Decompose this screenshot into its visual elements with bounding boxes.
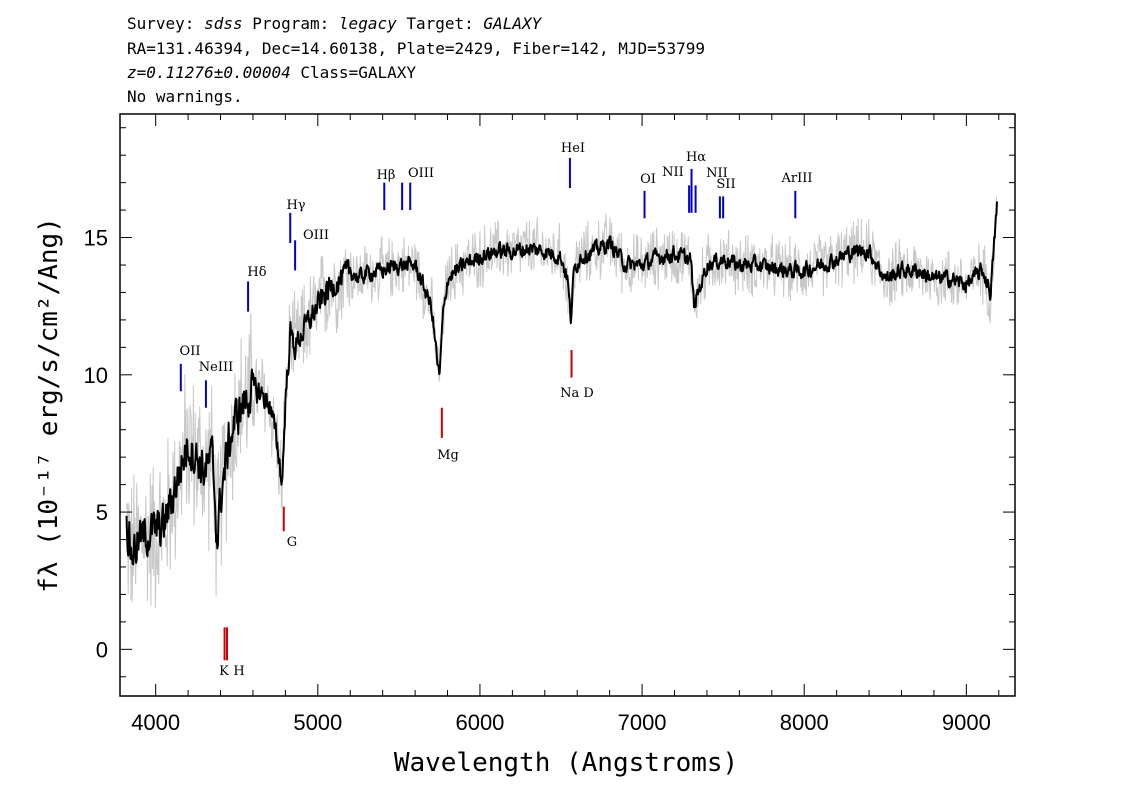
spectral-line-label: G — [287, 535, 297, 550]
y-tick-label: 15 — [84, 226, 108, 251]
spectral-line-label: OI — [640, 172, 656, 187]
plot-frame — [119, 113, 1016, 697]
y-axis-label-group: fλ (10⁻¹⁷ erg/s/cm²/Ang) — [34, 217, 64, 593]
spectral-line-label: Na D — [560, 386, 594, 401]
x-tick-label: 5000 — [293, 710, 342, 735]
spectral-line-label: ArIII — [780, 171, 812, 186]
spectral-line-label: OII — [180, 344, 201, 359]
spectral-line-label: NII — [706, 166, 728, 181]
header-segment: z=0.11276±0.00004 — [127, 63, 291, 82]
spectral-line-label: Hδ — [247, 265, 266, 280]
spectral-line-label: OIII — [303, 228, 329, 243]
spectral-line-label: NeIII — [199, 360, 233, 375]
header-line-4: No warnings. — [127, 87, 243, 106]
spectral-line-label: Mg — [437, 448, 459, 463]
x-tick-label: 9000 — [942, 710, 991, 735]
header-segment: Program: — [243, 14, 339, 33]
y-tick-label: 10 — [84, 363, 108, 388]
header-segment: Target: — [397, 14, 484, 33]
x-tick-label: 6000 — [455, 710, 504, 735]
header-segment: legacy — [339, 14, 397, 33]
flux-series — [125, 201, 998, 566]
x-tick-label: 7000 — [618, 710, 667, 735]
plot-area — [125, 157, 998, 661]
spectral-line-label: OIII — [408, 166, 434, 181]
header-line-3: z=0.11276±0.00004 Class=GALAXY — [127, 63, 416, 82]
spectral-line-label: H — [233, 664, 244, 679]
spectral-line-label: K — [219, 664, 229, 679]
x-axis-label: Wavelength (Angstroms) — [394, 748, 738, 778]
noise-series — [126, 196, 998, 609]
x-tick-label: 4000 — [131, 710, 180, 735]
spectral-line-label: Hγ — [286, 198, 305, 213]
y-tick-label: 5 — [96, 500, 108, 525]
y-axis-label: fλ (10⁻¹⁷ erg/s/cm²/Ang) — [34, 217, 64, 593]
spectral-line-label: NII — [662, 165, 684, 180]
spectral-line-label: HeI — [561, 141, 585, 156]
header-line-1: Survey: sdss Program: legacy Target: GAL… — [127, 14, 543, 33]
spectral-line-label: Hα — [686, 150, 706, 165]
axes: 4000 5000 6000 7000 8000 9000 0 5 10 15 — [84, 113, 1016, 735]
x-tick-label: 8000 — [780, 710, 829, 735]
y-tick-label: 0 — [96, 637, 108, 662]
spectral-line-label: SII — [716, 177, 735, 192]
header-segment: GALAXY — [483, 14, 542, 33]
spectral-line-label: Hβ — [377, 168, 396, 183]
header-segment: sdss — [204, 14, 243, 33]
header-line-2: RA=131.46394, Dec=14.60138, Plate=2429, … — [127, 39, 705, 58]
header-segment: Class=GALAXY — [291, 63, 417, 82]
header-segment: Survey: — [127, 14, 204, 33]
